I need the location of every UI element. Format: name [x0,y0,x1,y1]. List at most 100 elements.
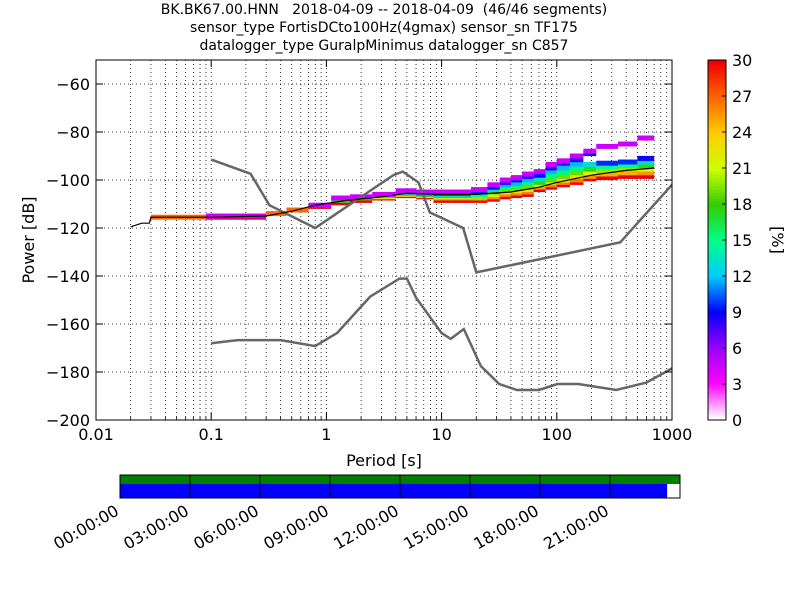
colorbar-segment [708,384,726,388]
low-noise-model-line [211,277,672,392]
colorbar-segment [708,285,726,289]
colorbar-segment [708,147,726,151]
colorbar-segment [708,204,726,208]
timeline-tick-label: 18:00:00 [470,501,542,553]
psd-cell [533,176,546,182]
colorbar-ticks: 0 3 6 9 12 15 18 21 24 27 30 [722,51,752,430]
psd-cell [618,173,638,179]
colorbar-segment [708,378,726,382]
colorbar-tick-label: 21 [732,159,752,178]
colorbar-segment [708,399,726,403]
colorbar-segment [708,102,726,106]
psd-cell [569,177,584,183]
colorbar-segment [708,291,726,295]
colorbar-segment [708,351,726,355]
colorbar-segment [708,171,726,175]
psd-cell [618,170,638,176]
chart-title-line-1: BK.BK67.00.HNN 2018-04-09 -- 2018-04-09 … [160,2,608,18]
colorbar-segment [708,231,726,235]
psd-cell [569,161,584,167]
colorbar-segment [708,135,726,139]
colorbar-segment [708,258,726,262]
colorbar-segment [708,417,726,421]
colorbar-segment [708,303,726,307]
colorbar-segment [708,363,726,367]
colorbar-segment [708,276,726,280]
psd-cell [569,170,584,176]
psd-cell [205,213,267,219]
x-tick-label: 10 [431,425,451,444]
psd-cell [499,177,511,183]
timeline-coverage-bar [120,484,668,498]
psd-cell [637,173,655,179]
colorbar-segment [708,306,726,310]
colorbar-segment [708,198,726,202]
colorbar-segment [708,93,726,97]
timeline-tick-label: 15:00:00 [400,501,472,553]
psd-cell [487,182,500,188]
x-tick-label: 1000 [652,425,693,444]
psd-cell [545,173,557,179]
psd-cell [556,170,570,176]
colorbar-segment [708,207,726,211]
colorbar-segment [708,249,726,253]
colorbar-segment [708,330,726,334]
psd-cell [522,171,534,177]
psd-cell [533,179,546,185]
colorbar-segment [708,369,726,373]
psd-cell [545,177,557,183]
colorbar-segment [708,321,726,325]
chart-title-line-2: sensor_type FortisDCto100Hz(4gmax) senso… [190,20,578,36]
colorbar-segment [708,261,726,265]
colorbar-segment [708,183,726,187]
timeline-tick-label: 21:00:00 [540,501,612,553]
colorbar-segment [708,300,726,304]
colorbar-segment [708,111,726,115]
colorbar-segment [708,150,726,154]
median-curve [130,167,655,228]
colorbar [708,60,726,421]
colorbar-segment [708,375,726,379]
timeline-tick-label: 03:00:00 [120,501,192,553]
colorbar-segment [708,141,726,145]
colorbar-segment [708,156,726,160]
psd-cell [583,148,597,154]
colorbar-segment [708,339,726,343]
y-tick-label: −60 [56,75,90,94]
colorbar-segment [708,288,726,292]
psd-cell [637,159,655,165]
colorbar-segment [708,90,726,94]
psd-cell [510,181,523,187]
colorbar-tick-label: 15 [732,231,752,250]
grid-lines [96,60,672,420]
colorbar-segment [708,255,726,259]
psd-cell [450,189,472,195]
x-tick-label: 100 [542,425,573,444]
colorbar-segment [708,66,726,70]
colorbar-segment [708,216,726,220]
timeline-tick-label: 12:00:00 [330,501,402,553]
psd-cell [583,166,597,172]
y-tick-label: −180 [46,363,90,382]
colorbar-segment [708,81,726,85]
psd-cell [331,195,350,201]
psd-cell [533,172,546,178]
psd-cell [471,187,488,193]
psd-cell [596,164,619,170]
x-axis-label: Period [s] [346,451,422,470]
colorbar-segment [708,129,726,133]
colorbar-segment [708,222,726,226]
colorbar-segment [708,414,726,418]
colorbar-segment [708,393,726,397]
psd-cell [637,155,655,161]
psd-cell [556,177,570,183]
colorbar-segment [708,63,726,67]
psd-cell [569,173,584,179]
psd-cell [637,170,655,176]
psd-cell [596,171,619,177]
colorbar-segment [708,96,726,100]
psd-cell [596,143,619,149]
colorbar-segment [708,60,726,64]
plot-frame [95,59,673,421]
colorbar-segment [708,84,726,88]
